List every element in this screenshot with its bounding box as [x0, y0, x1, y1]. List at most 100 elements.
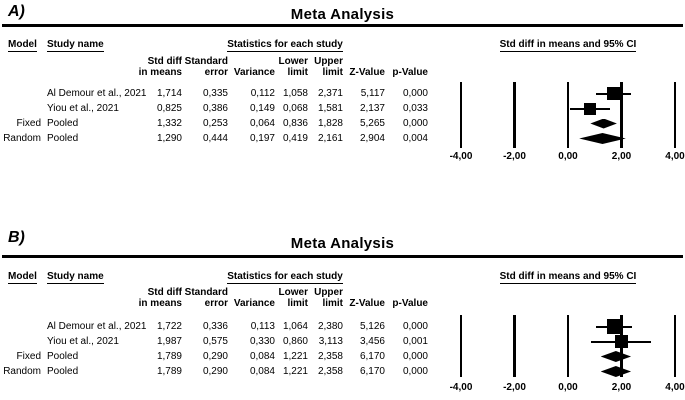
section-header-statistics-text: Statistics for each study	[227, 39, 343, 52]
panel-label: A)	[8, 3, 25, 20]
column-header-study-name-text: Study name	[47, 271, 104, 284]
axis-tick-label: -4,00	[449, 151, 473, 162]
axis-tick-label: -2,00	[503, 151, 526, 162]
panel-b: B) Meta Analysis Model Study name Statis…	[0, 229, 685, 400]
column-header-model: Model	[8, 39, 37, 52]
table-row: Random Pooled 1,789 0,290 0,084 1,221 2,358 6,1…	[0, 364, 460, 379]
cell-value: 0,197	[249, 133, 275, 144]
study-point-square	[584, 102, 597, 115]
axis-tick-label: 4,00	[665, 151, 685, 162]
column-header-study-name: Study name	[47, 39, 104, 52]
study-point-square	[607, 87, 621, 100]
cell-value: 0,330	[249, 336, 275, 347]
cell-value: 1,221	[282, 351, 308, 362]
cell-value: 1,714	[156, 88, 182, 99]
section-header-ci-plot: Std diff in means and 95% CI	[455, 271, 681, 284]
panel-title: Meta Analysis	[290, 235, 395, 252]
column-header: p-Value	[392, 67, 428, 78]
cell-model: Random	[3, 366, 41, 377]
cell-study-name: Pooled	[47, 351, 79, 362]
cell-study-name: Pooled	[47, 118, 79, 129]
axis-gridline	[620, 82, 623, 148]
table-row: Al Demour et al., 2021 1,722 0,336 0,113 1,0…	[0, 319, 460, 334]
axis-gridline	[566, 82, 570, 148]
cell-value: 2,358	[317, 351, 343, 362]
cell-model	[0, 334, 41, 349]
panel-title: Meta Analysis	[290, 6, 395, 23]
cell-model: Fixed	[16, 118, 41, 129]
pooled-diamond	[600, 366, 632, 377]
cell-value: 0,290	[202, 351, 228, 362]
table-row: Yiou et al., 2021 1,987 0,575 0,330 0,860 3,1…	[0, 334, 460, 349]
cell-value: 5,126	[359, 321, 385, 332]
table-row: Fixed Pooled 1,332 0,253 0,064 0,836 1,828 5,26…	[0, 116, 460, 131]
section-header-statistics-text: Statistics for each study	[227, 271, 343, 284]
column-header-study-name: Study name	[47, 271, 104, 284]
cell-value: 0,419	[282, 133, 308, 144]
cell-value: 1,722	[156, 321, 182, 332]
column-header: Variance	[233, 67, 275, 78]
axis-tick-label: 0,00	[558, 151, 578, 162]
cell-value: 0,084	[249, 366, 275, 377]
panel-a: A) Meta Analysis Model Study name Statis…	[0, 2, 685, 173]
table-row: Fixed Pooled 1,789 0,290 0,084 1,221 2,358 6,17…	[0, 349, 460, 364]
column-header-study-name-text: Study name	[47, 39, 104, 52]
stat-column-headers: Std diff in means Standard error Variance L…	[0, 285, 460, 309]
column-header-model: Model	[8, 271, 37, 284]
column-header-model-text: Model	[8, 39, 37, 52]
cell-value: 1,789	[156, 351, 182, 362]
column-header: Standard error	[184, 56, 228, 78]
axis-tick-label: 0,00	[558, 382, 578, 393]
cell-study-name: Pooled	[47, 366, 79, 377]
cell-value: 0,860	[282, 336, 308, 347]
cell-study-name: Al Demour et al., 2021	[47, 321, 147, 332]
title-rule	[2, 255, 683, 258]
cell-value: 0,444	[202, 133, 228, 144]
cell-value: 0,836	[282, 118, 308, 129]
section-header-ci-plot: Std diff in means and 95% CI	[455, 39, 681, 52]
cell-value: 0,335	[202, 88, 228, 99]
pooled-diamond	[579, 133, 626, 144]
cell-study-name: Pooled	[47, 133, 79, 144]
cell-model: Fixed	[16, 351, 41, 362]
cell-value: 5,265	[359, 118, 385, 129]
cell-value: 1,789	[156, 366, 182, 377]
cell-model	[0, 86, 41, 101]
cell-value: 0,149	[249, 103, 275, 114]
cell-value: 0,386	[202, 103, 228, 114]
cell-value: 2,358	[317, 366, 343, 377]
cell-study-name: Al Demour et al., 2021	[47, 88, 147, 99]
section-header-statistics: Statistics for each study	[160, 39, 410, 52]
cell-value: 2,904	[359, 133, 385, 144]
cell-value: 1,221	[282, 366, 308, 377]
cell-value: 0,825	[156, 103, 182, 114]
axis-gridline	[673, 82, 677, 148]
study-point-square	[606, 319, 622, 334]
cell-value: 1,290	[156, 133, 182, 144]
column-header: Std diff in means	[138, 287, 182, 309]
column-header-model-text: Model	[8, 271, 37, 284]
cell-value: 0,004	[402, 133, 428, 144]
column-header: Lower limit	[278, 287, 308, 309]
cell-value: 0,001	[402, 336, 428, 347]
cell-value: 6,170	[359, 366, 385, 377]
axis-gridline	[673, 315, 677, 377]
table-row: Al Demour et al., 2021 1,714 0,335 0,112 1,0…	[0, 86, 460, 101]
column-header: Upper limit	[314, 287, 343, 309]
cell-value: 0,000	[402, 351, 428, 362]
axis-tick-label: 2,00	[611, 151, 632, 162]
cell-value: 0,336	[202, 321, 228, 332]
cell-value: 5,117	[360, 88, 385, 99]
cell-study-name: Yiou et al., 2021	[47, 336, 119, 347]
cell-model: Random	[3, 133, 41, 144]
cell-value: 0,033	[402, 103, 428, 114]
cell-value: 1,332	[156, 118, 182, 129]
axis-tick-label: 2,00	[611, 382, 632, 393]
axis-gridline	[513, 315, 516, 377]
cell-value: 1,064	[282, 321, 308, 332]
cell-value: 0,253	[202, 118, 228, 129]
cell-value: 3,113	[318, 336, 343, 347]
cell-value: 0,000	[402, 366, 428, 377]
axis-gridline	[566, 315, 570, 377]
